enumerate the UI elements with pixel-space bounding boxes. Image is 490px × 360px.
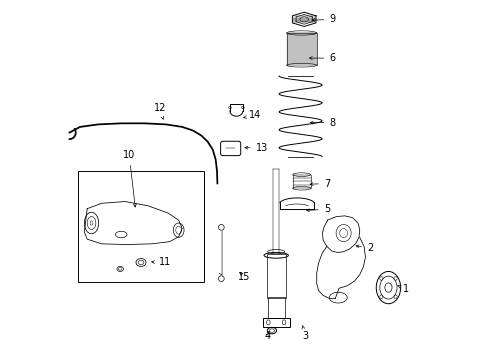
Text: 5: 5 bbox=[307, 204, 330, 215]
Bar bbox=[78, 171, 204, 282]
Text: 4: 4 bbox=[265, 331, 271, 341]
Text: 15: 15 bbox=[238, 272, 250, 282]
Bar bbox=[267, 253, 286, 298]
Text: 7: 7 bbox=[310, 179, 330, 189]
Text: 2: 2 bbox=[356, 243, 373, 253]
Text: 13: 13 bbox=[245, 143, 268, 153]
Text: 6: 6 bbox=[310, 53, 335, 63]
Text: 14: 14 bbox=[243, 111, 261, 121]
Text: 11: 11 bbox=[152, 257, 171, 267]
Bar bbox=[268, 297, 285, 318]
Text: 10: 10 bbox=[123, 150, 136, 207]
Text: 12: 12 bbox=[153, 103, 166, 119]
Text: 3: 3 bbox=[302, 325, 309, 341]
Text: 9: 9 bbox=[312, 14, 335, 24]
Text: 8: 8 bbox=[310, 118, 335, 128]
Bar bbox=[263, 318, 290, 327]
Text: 1: 1 bbox=[397, 284, 409, 294]
